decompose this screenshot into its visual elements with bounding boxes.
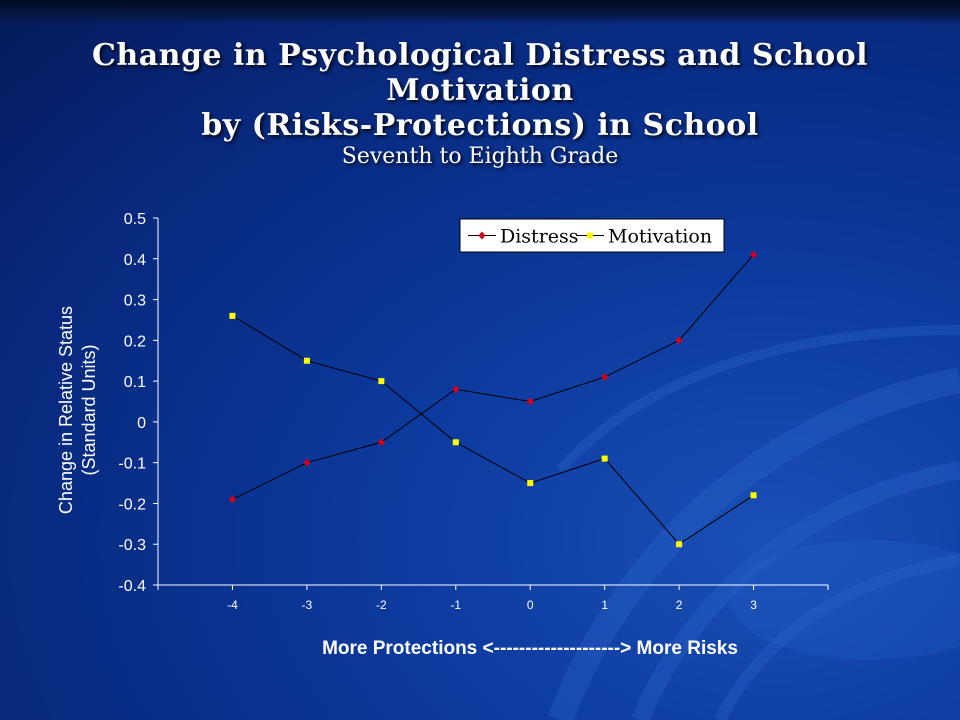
x-axis-ticks: -4 -3 -2 -1 0 1 2 3 [157,585,829,612]
y-tick-label: -0.4 [118,578,146,595]
y-axis-label-line-2: (Standard Units) [79,344,99,476]
distress-point [601,373,609,382]
top-dark-band [0,0,960,24]
distress-point [750,250,758,259]
x-tick-label: -2 [376,598,387,612]
motivation-point [303,357,310,364]
slide-title-line-2: Motivation [386,73,574,108]
legend-motivation-marker [587,232,593,239]
distress-point [526,397,534,406]
x-tick-label: -3 [302,598,313,612]
x-tick-label: -4 [227,598,238,612]
legend: Distress Motivation [459,218,725,253]
motivation-line [232,315,754,545]
motivation-point [378,378,385,385]
distress-point [675,336,683,345]
slide-title-line-3: by (Risks-Protections) in School [201,108,759,143]
distress-point [303,458,311,467]
y-tick-label: 0.5 [124,211,146,228]
motivation-point [676,541,683,548]
slide-subtitle: Seventh to Eighth Grade [341,144,619,169]
legend-distress-label: Distress [500,226,579,248]
motivation-point [601,455,608,462]
y-axis-label-line-1: Change in Relative Status [56,305,76,515]
distress-line [232,254,754,500]
y-axis-ticks: 0.5 0.4 0.3 0.2 0.1 0 -0.1 -0.2 -0.3 -0.4 [118,211,158,595]
distress-point [377,438,385,447]
y-tick-label: -0.1 [118,456,146,473]
motivation-point [452,439,459,446]
motivation-point [750,492,757,499]
y-tick-label: 0 [137,415,146,432]
legend-distress-marker [478,231,486,240]
x-axis-label: More Protections <--------------------> … [322,638,738,659]
y-tick-label: -0.3 [118,537,146,554]
x-tick-label: 0 [527,598,534,612]
y-tick-label: 0.4 [124,252,146,269]
y-tick-label: 0.1 [124,374,146,391]
series-motivation [229,312,757,548]
x-tick-label: 2 [676,598,683,612]
y-tick-label: -0.2 [118,496,146,513]
slide-title-block: Change in Psychological Distress and Sch… [0,38,960,171]
legend-motivation-label: Motivation [608,226,712,248]
series-layer [228,250,758,548]
y-tick-label: 0.2 [124,333,146,350]
x-tick-label: 3 [750,598,757,612]
series-distress [228,250,758,504]
distress-point [452,385,460,394]
distress-point [228,495,236,504]
motivation-point [527,480,534,487]
x-tick-label: 1 [601,598,608,612]
slide-title-line-1: Change in Psychological Distress and Sch… [92,38,868,73]
x-tick-label: -1 [450,598,461,612]
y-axis-label: Change in Relative Status (Standard Unit… [55,250,105,570]
motivation-point [229,312,236,319]
y-tick-label: 0.3 [124,293,146,310]
